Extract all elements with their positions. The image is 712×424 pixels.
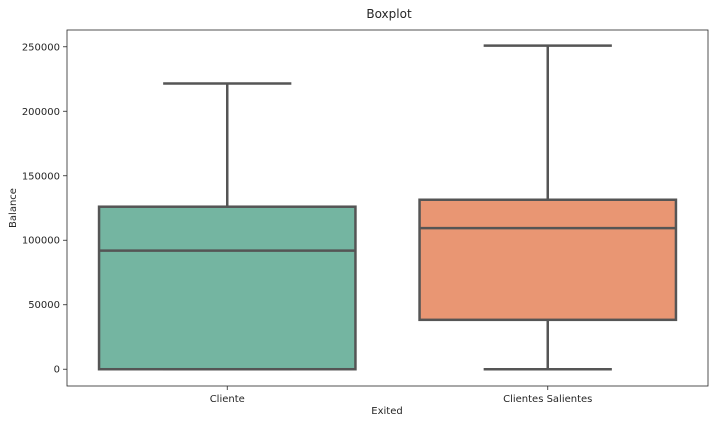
box-iqr (418, 198, 678, 322)
chart-title: Boxplot (366, 7, 412, 21)
box-group-1 (418, 44, 678, 371)
plot-frame (66, 29, 709, 387)
box-iqr (97, 205, 357, 371)
x-tick-label: Clientes Salientes (503, 394, 592, 405)
x-tick-label: Cliente (210, 394, 245, 405)
y-tick-label: 0 (54, 365, 60, 376)
y-tick-label: 250000 (22, 42, 60, 53)
y-tick-label: 200000 (22, 107, 60, 118)
y-axis-label: Balance (8, 188, 19, 228)
box-group-0 (97, 82, 357, 371)
y-tick-label: 50000 (28, 300, 60, 311)
y-tick-label: 150000 (22, 171, 60, 182)
y-tick-label: 100000 (22, 236, 60, 247)
x-axis-label: Exited (371, 406, 402, 417)
